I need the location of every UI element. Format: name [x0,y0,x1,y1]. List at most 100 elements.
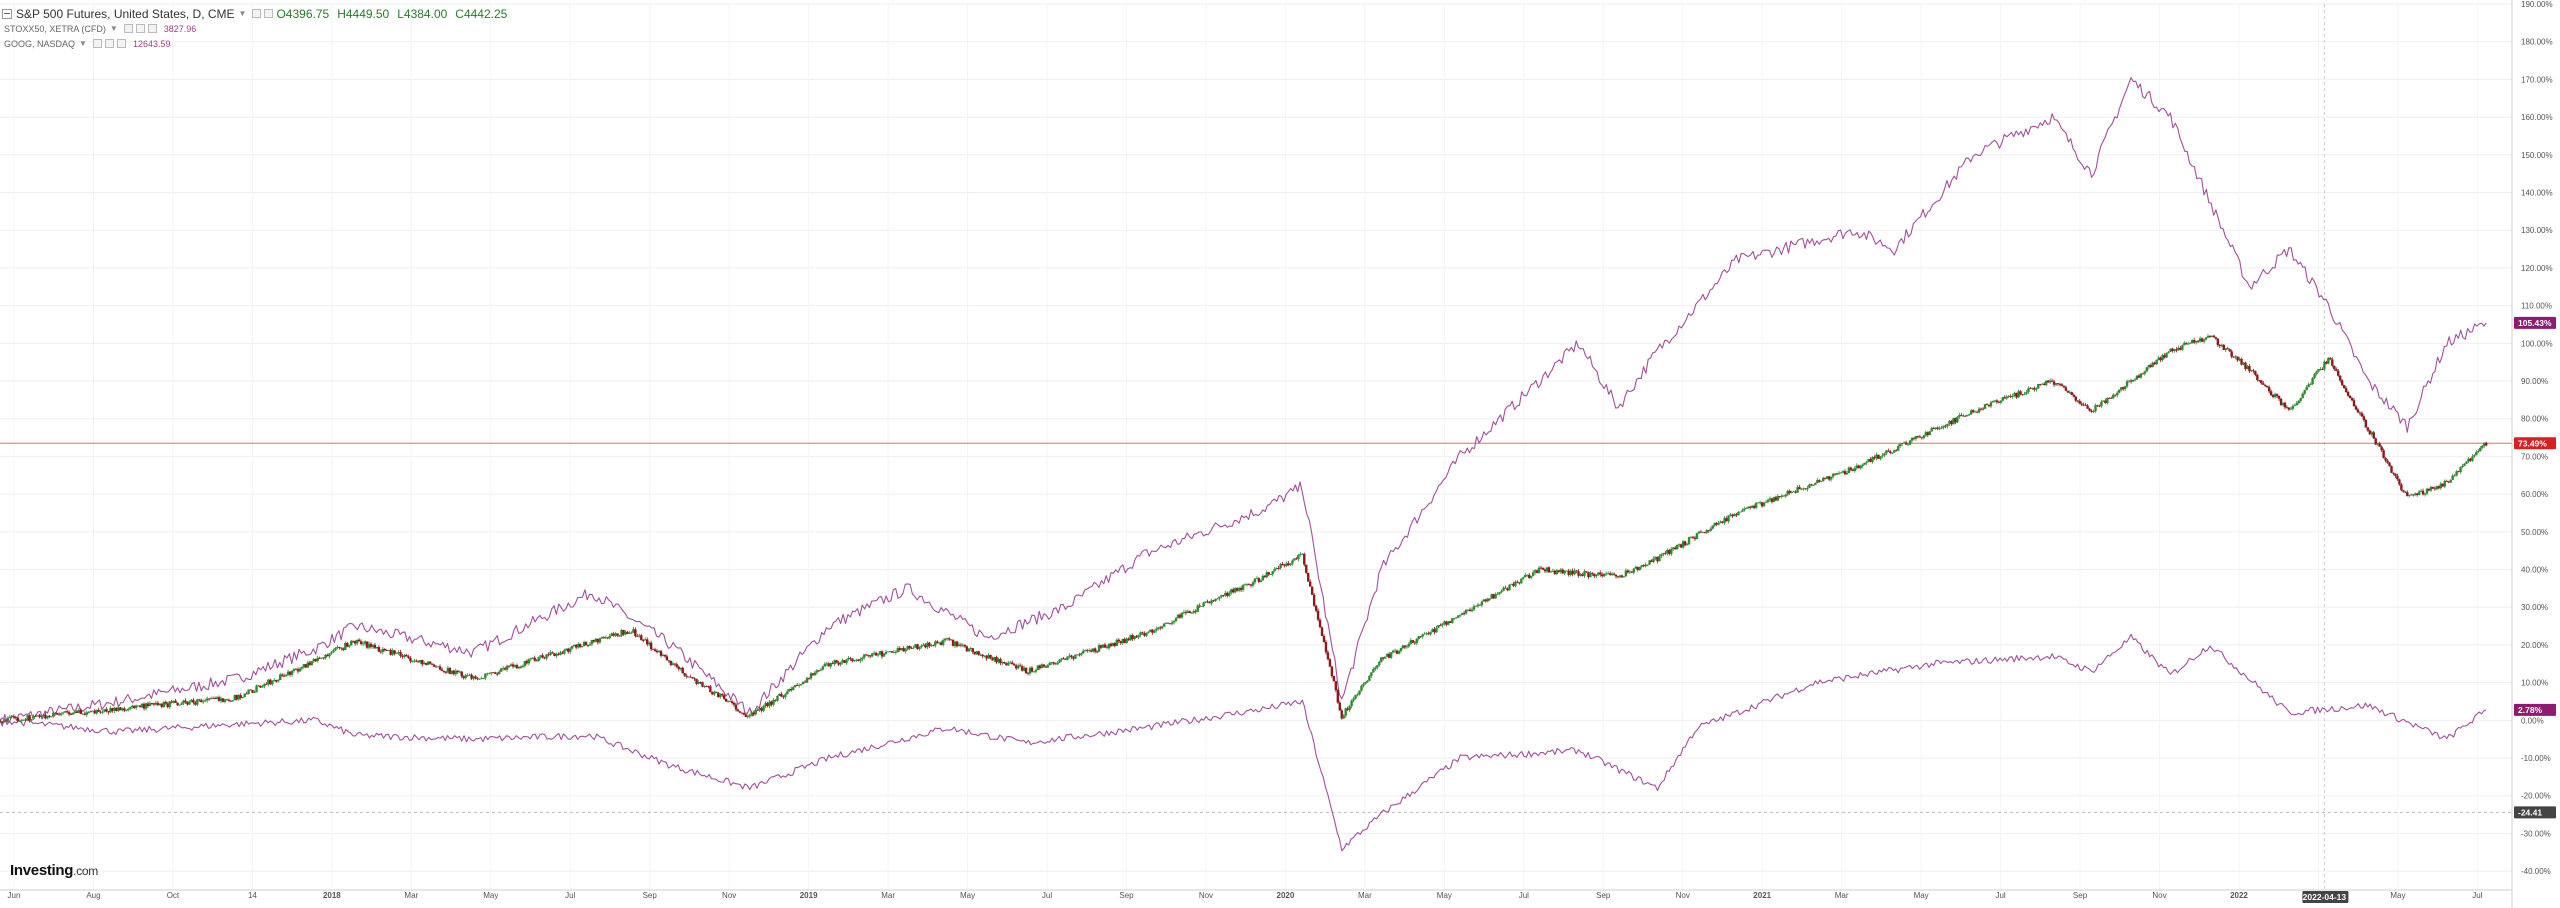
candle-body [355,639,359,644]
candle-body [387,649,390,651]
candle-body [801,681,805,685]
candle-body [219,698,223,701]
close-icon[interactable] [116,39,126,48]
main-instrument-title[interactable]: S&P 500 Futures, United States, D, CME [16,6,235,21]
candle-body [79,710,83,714]
candle-body [561,652,564,654]
candle-body [515,665,519,669]
candle-body [537,657,540,661]
candle-body [586,645,590,647]
candle-body [2139,373,2143,378]
candle-body [857,659,860,661]
candle-body [136,705,140,707]
candle-body [476,678,479,680]
candle-body [1307,572,1310,582]
settings-icon[interactable] [135,24,145,33]
candle-body [843,660,846,663]
candle-body [308,662,311,666]
candle-body [1241,585,1245,590]
x-tick-label: 14 [248,891,257,900]
candle-body [509,664,513,667]
candle-body [20,720,23,721]
candle-body [1964,415,1967,417]
candle-body [1774,497,1778,501]
candle-body [1610,573,1614,575]
candle-body [1697,531,1701,534]
candle-body [2017,391,2020,398]
candle-body [1904,442,1908,445]
candle-body [1666,549,1669,554]
close-icon[interactable] [264,9,274,18]
candle-body [890,651,894,653]
chevron-down-icon[interactable]: ▼ [238,8,247,18]
candle-body [385,650,388,651]
candle-body [2173,349,2176,352]
candle-body [904,649,907,652]
candle-body [1768,498,1772,500]
candle-body [2039,383,2042,385]
candle-body [2277,395,2281,399]
candle-body [728,700,732,702]
candle-body [697,681,700,684]
settings-icon[interactable] [104,39,114,48]
chevron-down-icon[interactable]: ▼ [109,23,118,33]
candle-body [395,652,398,654]
candle-body [1567,570,1570,575]
candle-body [1093,648,1097,652]
candle-body [18,720,21,722]
x-tick-label: Oct [167,891,180,900]
candle-body [997,658,1000,663]
candle-body [2348,395,2352,399]
candle-body [1820,481,1823,482]
candle-body [1900,443,1904,445]
candle-body [2423,493,2427,495]
eye-icon[interactable] [123,24,133,33]
candle-body [1648,560,1651,565]
candle-body [1068,655,1071,657]
chevron-down-icon[interactable]: ▼ [79,38,87,48]
candle-body [1995,400,1999,403]
settings-icon[interactable] [252,9,262,18]
candle-body [2313,374,2316,379]
chart-grid [0,3,2512,890]
candle-body [1707,530,1710,531]
candle-body [1780,495,1783,497]
candle-body [1762,502,1766,507]
eye-icon[interactable] [92,39,102,48]
candle-body [1111,642,1115,647]
close-icon[interactable] [147,24,157,33]
candle-body [2354,406,2358,410]
candle-body [646,639,649,645]
candle-body [40,714,43,717]
candle-body [1750,505,1754,508]
candle-body [2232,356,2235,358]
candle-body [310,661,313,666]
candle-body [2135,375,2139,380]
candle-body [1013,664,1016,666]
candle-body [1833,473,1837,475]
candle-body [2368,430,2371,435]
candle-body [1512,583,1515,586]
collapse-toggle-icon[interactable] [2,8,12,19]
candle-body [2390,466,2393,473]
candle-body [2025,392,2028,394]
candle-body [417,661,420,663]
badge-goog: 105.43% [2518,318,2552,328]
candle-body [4,720,8,722]
candle-body [1895,450,1898,452]
candle-body [1153,630,1156,633]
compare-label-stoxx[interactable]: STOXX50, XETRA (CFD) [4,23,106,34]
candle-body [1028,667,1032,674]
candle-body [1486,598,1489,602]
candle-body [1389,652,1393,658]
candle-body [1620,575,1624,578]
candle-body [766,703,769,707]
candle-body [1839,472,1843,474]
candle-body [2455,471,2458,476]
candle-body [1983,404,1987,409]
candle-body [987,654,990,659]
candle-body [1934,427,1937,429]
compare-label-goog[interactable]: GOOG, NASDAQ [4,38,76,49]
candle-body [1285,563,1288,567]
